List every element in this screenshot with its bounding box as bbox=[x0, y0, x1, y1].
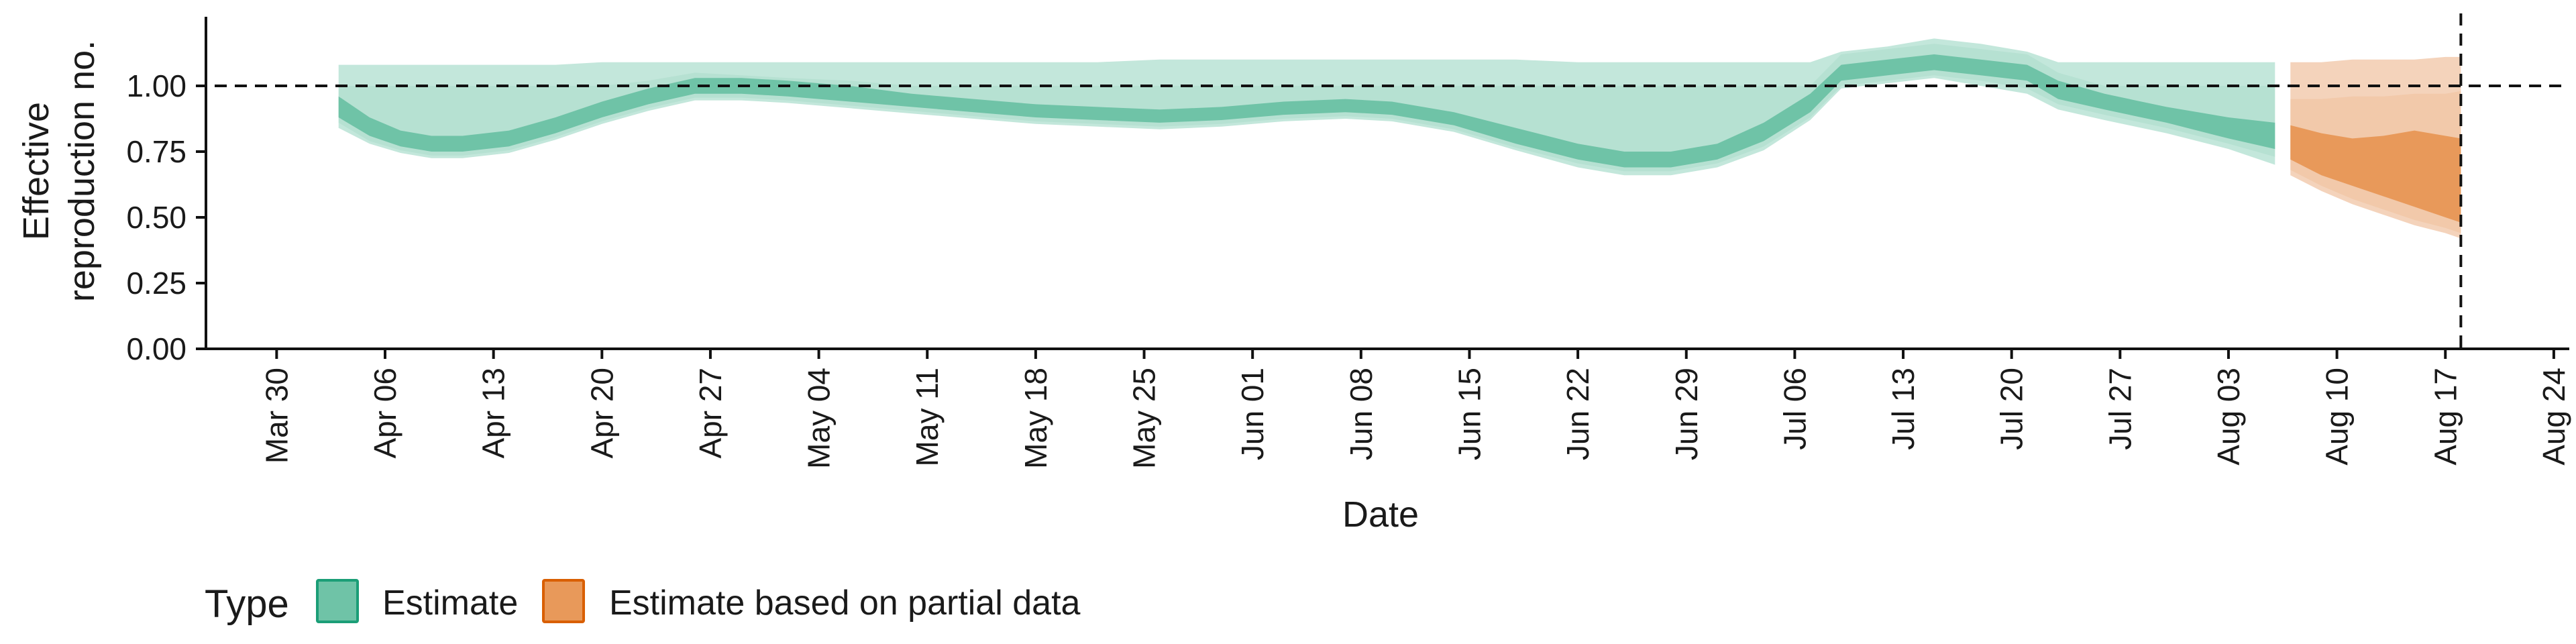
x-tick-label: May 25 bbox=[1127, 368, 1162, 469]
y-axis-title-line-2: reproduction no. bbox=[62, 40, 102, 302]
y-tick-label: 1.00 bbox=[126, 68, 186, 103]
band-inner-partial bbox=[2290, 125, 2461, 223]
x-tick-label: Jun 15 bbox=[1452, 368, 1487, 460]
x-tick-label: Jun 22 bbox=[1560, 368, 1595, 460]
legend-label-estimate: Estimate bbox=[382, 584, 518, 623]
tick-labels: 0.00 0.25 0.50 0.75 1.00 Mar 30 Apr 06 Apr 13 Ap… bbox=[126, 68, 2571, 469]
x-tick-label: Apr 06 bbox=[368, 368, 402, 459]
x-tick-label: Apr 27 bbox=[693, 368, 728, 459]
reference-lines bbox=[215, 13, 2569, 349]
y-tick-label: 0.75 bbox=[126, 134, 186, 169]
x-tick-label: Jul 13 bbox=[1886, 368, 1921, 450]
x-tick-label: Mar 30 bbox=[259, 368, 294, 464]
x-tick-label: Aug 03 bbox=[2211, 368, 2246, 466]
x-tick-label: Apr 13 bbox=[476, 368, 511, 459]
x-tick-label: Jul 20 bbox=[1994, 368, 2029, 450]
y-tick-label: 0.50 bbox=[126, 200, 186, 235]
x-tick-label: May 18 bbox=[1018, 368, 1053, 469]
x-tick-label: Aug 10 bbox=[2320, 368, 2355, 466]
x-tick-label: May 11 bbox=[910, 368, 945, 466]
axes bbox=[205, 17, 2569, 350]
x-tick-label: Jun 08 bbox=[1344, 368, 1379, 460]
x-tick-label: Jul 27 bbox=[2102, 368, 2137, 450]
x-tick-label: Jul 06 bbox=[1777, 368, 1812, 450]
legend-label-partial: Estimate based on partial data bbox=[609, 584, 1081, 623]
y-tick-label: 0.25 bbox=[126, 266, 186, 301]
x-tick-label: May 04 bbox=[802, 368, 837, 469]
legend: Type Estimate Estimate based on partial … bbox=[205, 579, 1081, 626]
x-axis-title: Date bbox=[1342, 494, 1419, 535]
y-axis-title-line-1: Effective bbox=[16, 102, 56, 240]
legend-title: Type bbox=[205, 582, 289, 626]
band-inner-estimate bbox=[338, 54, 2275, 168]
x-tick-label: Jun 01 bbox=[1235, 368, 1270, 460]
legend-key-partial bbox=[542, 579, 585, 623]
x-tick-label: Jun 29 bbox=[1669, 368, 1704, 460]
legend-key-estimate bbox=[316, 579, 359, 623]
y-tick-label: 0.00 bbox=[126, 331, 186, 366]
x-tick-label: Aug 24 bbox=[2536, 368, 2571, 466]
uncertainty-bands bbox=[338, 38, 2461, 239]
x-tick-label: Aug 17 bbox=[2428, 368, 2463, 466]
x-tick-label: Apr 20 bbox=[584, 368, 619, 459]
